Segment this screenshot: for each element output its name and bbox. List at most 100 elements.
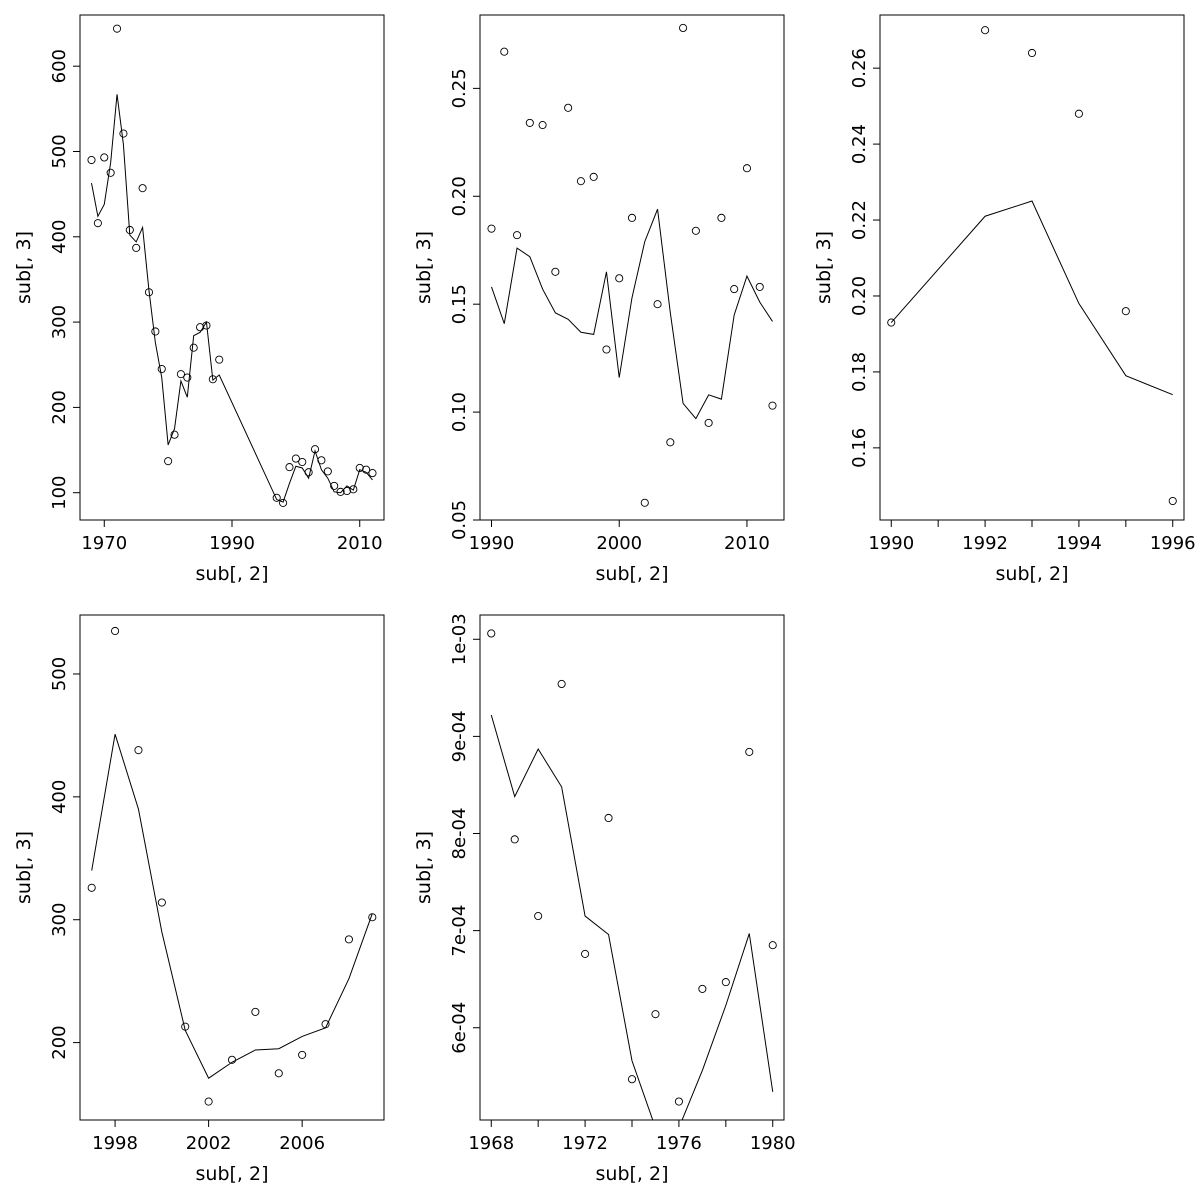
data-point [132, 243, 141, 252]
data-point [189, 343, 198, 352]
data-point [362, 465, 371, 474]
data-point [627, 1075, 637, 1084]
panel-3: 1990 1992 1994 1996 0.16 0.18 0.20 0.22 0.24 0.2… [813, 14, 1196, 585]
x-axis-label: sub[, 2] [596, 563, 669, 585]
data-point [768, 941, 777, 950]
x-tick-label: 1980 [750, 1133, 796, 1154]
x-axis-label: sub[, 2] [596, 1163, 669, 1185]
data-point [227, 1055, 237, 1064]
data-point [557, 679, 566, 689]
y-axis: 6e-04 7e-04 8e-04 9e-04 1e-03 [449, 613, 481, 1054]
plot-marks [487, 629, 777, 1120]
x-tick-label: 1996 [1150, 533, 1196, 554]
data-point [487, 629, 496, 638]
x-axis: 1998 2002 2006 [92, 1119, 325, 1154]
series-line [91, 94, 373, 503]
y-axis-label: sub[, 3] [13, 831, 35, 904]
data-point [151, 327, 160, 336]
x-axis: 1970 1990 2010 [81, 519, 383, 554]
data-point [285, 463, 294, 472]
data-point [564, 103, 573, 112]
x-axis-label: sub[, 2] [196, 1163, 269, 1185]
data-point [342, 486, 352, 496]
y-tick-label: 0.15 [449, 284, 470, 324]
data-point [1074, 109, 1083, 118]
data-point [106, 168, 115, 177]
data-point [755, 282, 764, 291]
data-point [1121, 307, 1130, 316]
y-tick-label: 1e-03 [449, 613, 470, 665]
x-tick-label: 1968 [468, 1133, 514, 1154]
data-point [640, 498, 649, 507]
data-point [251, 1007, 260, 1016]
data-point [87, 883, 96, 892]
x-axis-label: sub[, 2] [196, 563, 269, 585]
y-tick-label: 0.20 [849, 276, 870, 316]
y-tick-label: 200 [49, 390, 70, 424]
y-axis-label: sub[, 3] [13, 231, 35, 304]
plot-marks [87, 626, 377, 1106]
data-point [717, 213, 726, 222]
data-point [525, 118, 534, 127]
data-point [653, 300, 662, 309]
x-tick-label: 1990 [868, 533, 914, 554]
y-tick-label: 0.22 [849, 200, 870, 240]
data-point [112, 24, 122, 33]
data-point [272, 493, 281, 502]
y-axis: 0.05 0.10 0.15 0.20 0.25 [449, 68, 481, 540]
data-point [487, 224, 496, 233]
data-point [551, 267, 560, 276]
x-tick-label: 1990 [209, 533, 255, 554]
data-point [274, 1069, 283, 1078]
data-point [330, 481, 339, 490]
y-tick-label: 8e-04 [449, 808, 470, 860]
x-tick-label: 1998 [92, 1133, 138, 1154]
panel-1: 1970 1990 2010 100 200 300 400 500 600 sub[, 2]… [13, 14, 385, 585]
data-point [589, 172, 598, 181]
data-point [691, 226, 700, 235]
data-point [323, 467, 332, 476]
data-point [100, 153, 109, 162]
data-point [745, 747, 754, 756]
data-point [1168, 496, 1177, 506]
panel-5: 1968 1972 1976 1980 6e-04 7e-04 8e-04 9e-04 1e-… [413, 613, 796, 1185]
data-point [981, 26, 990, 35]
x-tick-label: 1970 [81, 533, 127, 554]
data-point [349, 485, 358, 494]
data-point [651, 1010, 660, 1019]
y-axis-label: sub[, 3] [413, 231, 435, 304]
data-point [721, 978, 730, 987]
data-point [279, 498, 288, 507]
data-point [730, 285, 739, 294]
data-point [134, 746, 143, 755]
x-tick-label: 1990 [469, 533, 515, 554]
data-point [534, 912, 543, 921]
data-point [666, 438, 675, 447]
x-tick-label: 2002 [186, 1133, 232, 1154]
data-point [887, 318, 896, 327]
data-point [679, 23, 688, 33]
plot-marks [87, 24, 377, 507]
series-line [490, 714, 774, 1120]
plot-marks [487, 23, 777, 507]
y-axis: 200 300 400 500 [49, 657, 81, 1060]
data-point [164, 457, 173, 466]
data-point [176, 370, 185, 379]
y-tick-label: 9e-04 [449, 710, 470, 762]
y-tick-label: 0.24 [849, 124, 870, 164]
data-point [111, 626, 120, 636]
data-point [1027, 48, 1037, 58]
data-point [87, 155, 96, 165]
data-point [704, 418, 713, 427]
panel-4: 1998 2002 2006 200 300 400 500 sub[, 2] sub[,… [13, 614, 385, 1185]
y-tick-label: 7e-04 [449, 905, 470, 957]
y-tick-label: 0.25 [449, 68, 470, 108]
x-tick-label: 1972 [562, 1133, 608, 1154]
data-point [512, 231, 522, 240]
y-tick-label: 300 [49, 305, 70, 339]
series-line [890, 200, 1173, 396]
x-tick-label: 1994 [1056, 533, 1102, 554]
data-point [615, 274, 624, 283]
